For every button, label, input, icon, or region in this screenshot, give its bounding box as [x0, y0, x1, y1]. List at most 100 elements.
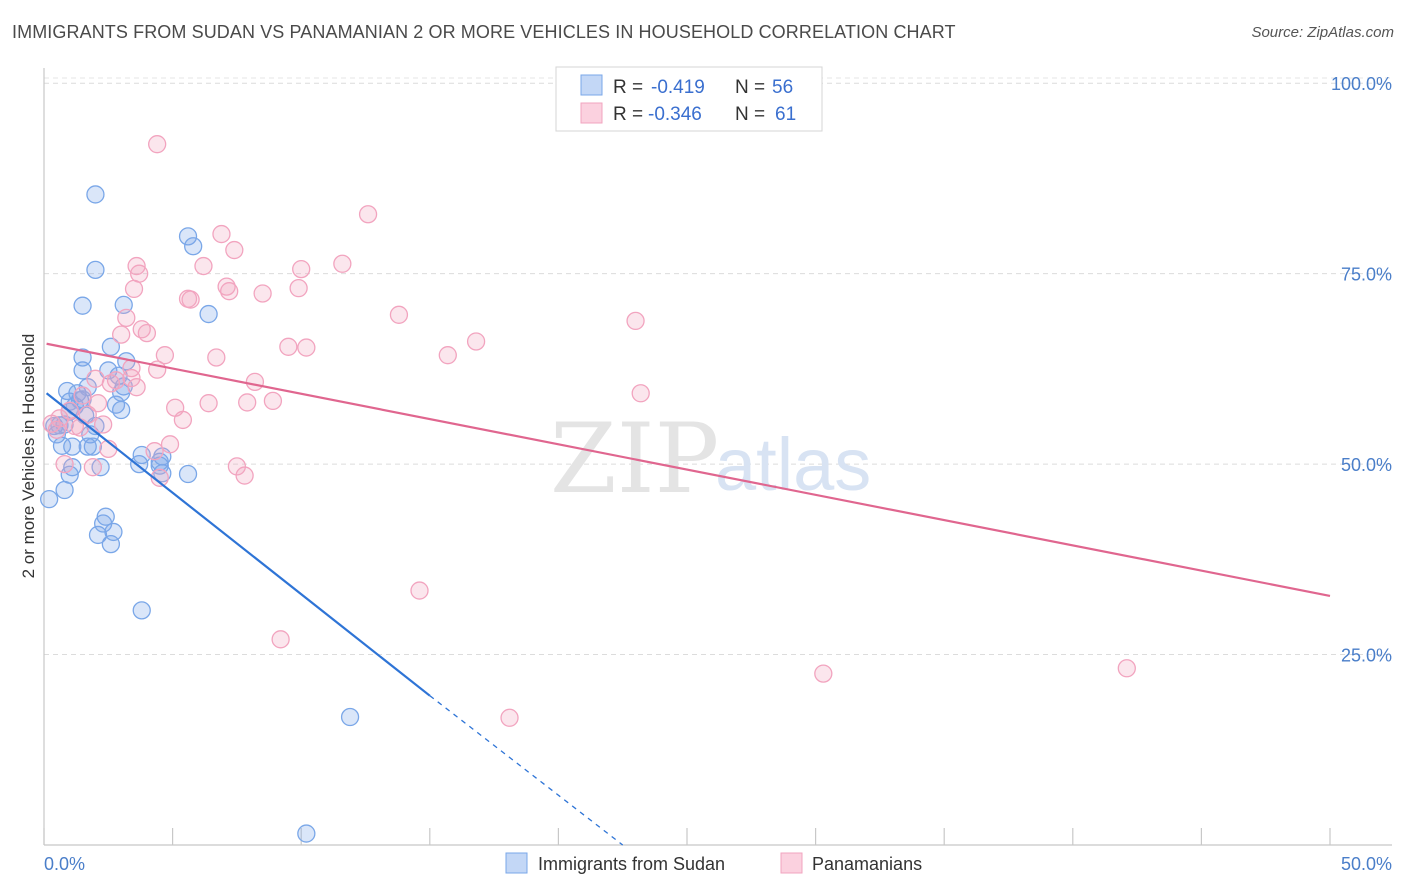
- legend-n-value-panamanian: 61: [775, 104, 796, 125]
- y-tick-labels: 25.0% 50.0% 75.0% 100.0%: [1331, 74, 1392, 665]
- point-panamanian-39: [220, 282, 239, 301]
- bottom-legend-swatch-panamanian: [780, 852, 803, 874]
- point-panamanian-15: [106, 371, 126, 390]
- point-panamanian-59: [631, 384, 650, 403]
- point-panamanian-45: [263, 391, 283, 411]
- legend-swatch-sudan: [580, 74, 603, 96]
- trend-line-sudan: [45, 392, 431, 697]
- legend-r-value-panamanian: -0.346: [648, 104, 702, 125]
- point-panamanian-56: [466, 332, 486, 351]
- point-panamanian-64: [225, 240, 244, 260]
- point-sudan-33: [55, 480, 74, 500]
- point-panamanian-11: [88, 394, 108, 413]
- point-panamanian-34: [181, 290, 200, 309]
- point-panamanian-44: [253, 284, 272, 303]
- series-sudan-points: [39, 185, 360, 843]
- point-sudan-20: [88, 525, 108, 545]
- stats-legend: R = -0.419 N = 56 R = -0.346 N = 61: [555, 66, 823, 132]
- point-sudan-29: [112, 400, 131, 420]
- y-tick-label-100: 100.0%: [1331, 74, 1392, 94]
- y-tick-label-75: 75.0%: [1341, 265, 1392, 285]
- point-sudan-50: [178, 227, 198, 246]
- point-panamanian-14: [101, 374, 121, 393]
- point-sudan-34: [73, 348, 92, 367]
- point-sudan-10: [63, 437, 82, 456]
- point-panamanian-12: [94, 415, 113, 434]
- point-panamanian-62: [148, 135, 167, 154]
- point-panamanian-40: [227, 457, 247, 476]
- point-panamanian-43: [238, 393, 257, 412]
- point-panamanian-48: [289, 278, 308, 298]
- point-panamanian-49: [292, 259, 311, 279]
- bottom-legend-label-panamanian: Panamanians: [812, 854, 922, 874]
- point-panamanian-31: [173, 410, 193, 430]
- point-panamanian-57: [500, 708, 519, 727]
- point-sudan-14: [73, 361, 92, 380]
- point-panamanian-28: [155, 346, 175, 365]
- point-sudan-46: [132, 601, 151, 620]
- point-panamanian-52: [358, 205, 378, 224]
- point-panamanian-19: [124, 279, 144, 299]
- point-panamanian-54: [410, 581, 429, 600]
- point-panamanian-41: [235, 466, 254, 485]
- legend-n-value-sudan: 56: [772, 77, 793, 98]
- point-panamanian-29: [160, 435, 180, 454]
- point-sudan-23: [96, 507, 115, 526]
- point-panamanian-17: [117, 308, 136, 328]
- point-panamanian-47: [279, 337, 298, 356]
- point-panamanian-35: [194, 256, 213, 276]
- point-panamanian-36: [199, 394, 218, 413]
- point-sudan-0: [39, 490, 59, 509]
- point-panamanian-26: [145, 442, 164, 461]
- point-sudan-18: [83, 437, 103, 456]
- point-panamanian-60: [814, 664, 833, 683]
- point-panamanian-7: [73, 386, 92, 405]
- point-panamanian-16: [112, 325, 131, 344]
- point-panamanian-51: [333, 254, 352, 273]
- point-panamanian-2: [50, 409, 69, 428]
- point-sudan-51: [184, 237, 203, 256]
- point-sudan-54: [297, 824, 316, 843]
- point-sudan-36: [78, 437, 97, 456]
- point-panamanian-10: [86, 369, 105, 388]
- chart-title: IMMIGRANTS FROM SUDAN VS PANAMANIAN 2 OR…: [12, 22, 956, 42]
- legend-swatch-panamanian: [580, 102, 603, 124]
- trend-line-sudan-extrapolated: [429, 695, 624, 846]
- point-sudan-26: [104, 522, 123, 542]
- point-panamanian-53: [389, 305, 409, 324]
- point-panamanian-3: [55, 454, 74, 474]
- point-sudan-40: [86, 185, 105, 204]
- point-panamanian-9: [83, 458, 103, 477]
- y-tick-label-25: 25.0%: [1341, 646, 1392, 666]
- point-sudan-52: [199, 304, 218, 324]
- legend-r-value-sudan: -0.419: [651, 77, 705, 98]
- point-panamanian-23: [122, 368, 141, 388]
- point-panamanian-24: [127, 378, 146, 397]
- legend-n-label-sudan: N =: [735, 77, 765, 98]
- point-panamanian-37: [207, 348, 226, 367]
- point-panamanian-42: [245, 372, 265, 391]
- bottom-legend-swatch-sudan: [505, 852, 528, 874]
- point-panamanian-27: [150, 468, 169, 487]
- legend-r-label-panamanian: R =: [613, 104, 643, 125]
- point-panamanian-46: [271, 630, 290, 649]
- point-sudan-53: [340, 707, 360, 727]
- x-tick-label-min: 0.0%: [44, 854, 85, 874]
- point-sudan-48: [178, 464, 198, 484]
- point-sudan-39: [73, 296, 92, 315]
- point-panamanian-8: [78, 405, 97, 424]
- trend-line-panamanian: [46, 342, 1331, 597]
- point-panamanian-61: [1117, 659, 1136, 678]
- point-sudan-38: [86, 260, 105, 280]
- trend-lines: [45, 342, 1331, 846]
- bottom-legend-label-sudan: Immigrants from Sudan: [538, 854, 725, 874]
- x-tick-marks: [43, 828, 1331, 845]
- point-panamanian-50: [297, 338, 316, 357]
- bottom-legend: Immigrants from Sudan Panamanians: [505, 852, 922, 874]
- x-tick-label-max: 50.0%: [1341, 854, 1392, 874]
- point-sudan-21: [91, 458, 110, 477]
- series-panamanian-points: [42, 135, 1136, 727]
- legend-r-label-sudan: R =: [613, 77, 643, 98]
- point-panamanian-1: [47, 420, 67, 439]
